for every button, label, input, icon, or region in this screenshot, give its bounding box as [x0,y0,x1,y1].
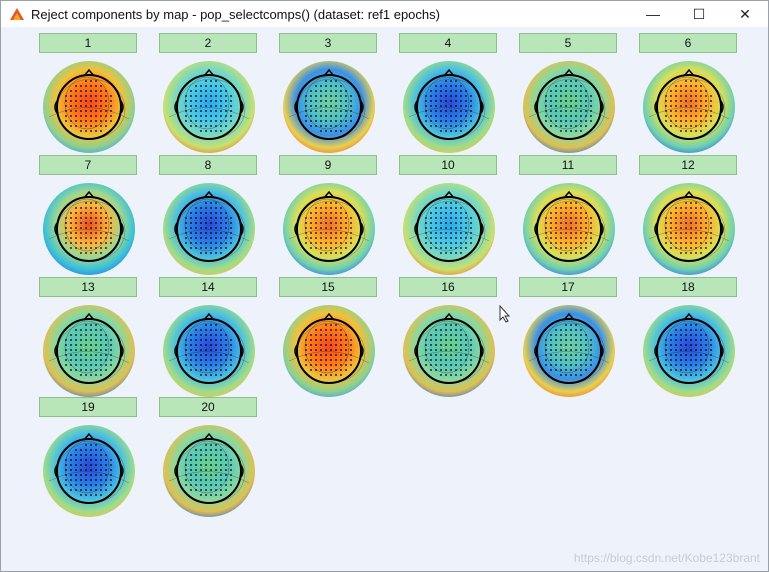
scalp-map-15[interactable] [279,301,379,401]
component-button-12[interactable]: 12 [639,155,737,175]
component-16: 16 [399,277,499,403]
matlab-icon [9,6,25,22]
watermark: https://blog.csdn.net/Kobe123brant [573,551,760,565]
component-button-6[interactable]: 6 [639,33,737,53]
component-14: 14 [159,277,259,403]
component-5: 5 [519,33,619,159]
window-title: Reject components by map - pop_selectcom… [31,6,440,22]
component-2: 2 [159,33,259,159]
scalp-map-16[interactable] [399,301,499,401]
component-button-7[interactable]: 7 [39,155,137,175]
maximize-button[interactable]: ☐ [692,5,706,22]
component-3: 3 [279,33,379,159]
scalp-map-11[interactable] [519,179,619,279]
component-19: 19 [39,397,139,523]
component-button-14[interactable]: 14 [159,277,257,297]
component-7: 7 [39,155,139,281]
component-button-5[interactable]: 5 [519,33,617,53]
component-10: 10 [399,155,499,281]
component-button-4[interactable]: 4 [399,33,497,53]
component-6: 6 [639,33,739,159]
component-20: 20 [159,397,259,523]
component-button-3[interactable]: 3 [279,33,377,53]
scalp-map-20[interactable] [159,421,259,521]
scalp-map-19[interactable] [39,421,139,521]
component-17: 17 [519,277,619,403]
scalp-map-12[interactable] [639,179,739,279]
scalp-map-5[interactable] [519,57,619,157]
title-bar: Reject components by map - pop_selectcom… [1,1,768,27]
component-button-10[interactable]: 10 [399,155,497,175]
scalp-map-17[interactable] [519,301,619,401]
component-button-17[interactable]: 17 [519,277,617,297]
component-button-8[interactable]: 8 [159,155,257,175]
minimize-button[interactable]: — [646,6,660,22]
scalp-map-14[interactable] [159,301,259,401]
component-button-18[interactable]: 18 [639,277,737,297]
scalp-map-10[interactable] [399,179,499,279]
component-button-16[interactable]: 16 [399,277,497,297]
scalp-map-3[interactable] [279,57,379,157]
component-button-19[interactable]: 19 [39,397,137,417]
component-button-9[interactable]: 9 [279,155,377,175]
component-18: 18 [639,277,739,403]
scalp-map-6[interactable] [639,57,739,157]
component-button-15[interactable]: 15 [279,277,377,297]
component-12: 12 [639,155,739,281]
scalp-map-18[interactable] [639,301,739,401]
scalp-map-8[interactable] [159,179,259,279]
component-9: 9 [279,155,379,281]
component-11: 11 [519,155,619,281]
scalp-map-13[interactable] [39,301,139,401]
scalp-map-4[interactable] [399,57,499,157]
component-13: 13 [39,277,139,403]
scalp-map-9[interactable] [279,179,379,279]
component-button-2[interactable]: 2 [159,33,257,53]
component-button-20[interactable]: 20 [159,397,257,417]
component-15: 15 [279,277,379,403]
component-4: 4 [399,33,499,159]
scalp-map-2[interactable] [159,57,259,157]
close-button[interactable]: ✕ [739,5,751,22]
component-8: 8 [159,155,259,281]
component-button-11[interactable]: 11 [519,155,617,175]
mouse-cursor-icon [499,305,511,323]
component-1: 1 [39,33,139,159]
scalp-map-7[interactable] [39,179,139,279]
scalp-map-1[interactable] [39,57,139,157]
component-button-13[interactable]: 13 [39,277,137,297]
component-button-1[interactable]: 1 [39,33,137,53]
window-controls: — ☐ ✕ [630,1,768,27]
